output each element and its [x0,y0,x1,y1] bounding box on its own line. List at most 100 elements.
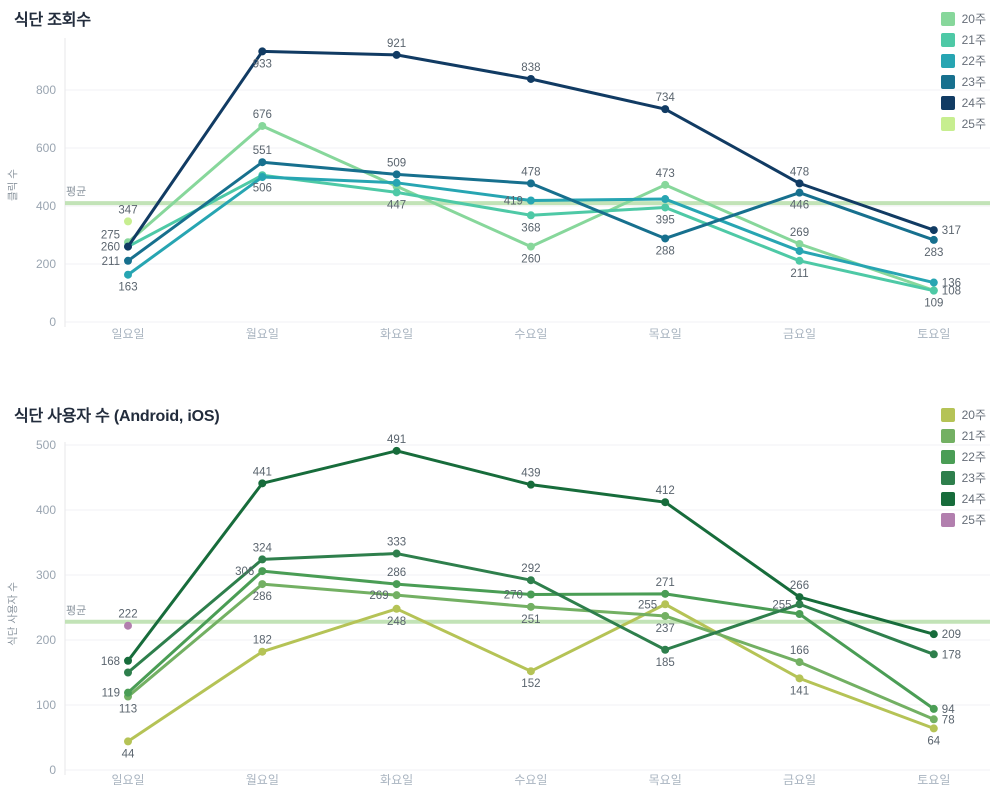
data-point-24주[interactable] [124,242,132,251]
data-point-23주[interactable] [661,645,670,654]
data-point-23주[interactable] [392,549,401,558]
data-point-23주[interactable] [258,555,267,564]
data-point-24주[interactable] [929,226,938,235]
data-point-25주[interactable] [124,217,132,226]
data-point-24주[interactable] [124,656,132,665]
data-point-20주[interactable] [392,604,401,613]
data-point-23주[interactable] [661,234,670,243]
data-point-22주[interactable] [258,173,267,181]
data-point-21주[interactable] [526,602,535,611]
data-label: 447 [387,199,406,211]
x-tick-label: 화요일 [380,773,413,787]
data-point-20주[interactable] [526,667,535,676]
data-point-23주[interactable] [929,235,938,244]
data-point-24주[interactable] [929,630,938,639]
data-point-23주[interactable] [526,179,535,188]
data-point-23주[interactable] [258,158,267,167]
data-point-21주[interactable] [795,256,804,265]
data-label: 260 [101,242,120,254]
data-point-22주[interactable] [392,580,401,589]
legend-item-25주[interactable]: 25주 [940,113,986,134]
legend-item-24주[interactable]: 24주 [940,92,986,113]
data-point-22주[interactable] [795,610,804,618]
data-point-22주[interactable] [526,196,535,205]
y-tick-label: 100 [36,698,56,712]
data-point-22주[interactable] [929,704,938,713]
data-point-24주[interactable] [661,105,670,114]
data-point-22주[interactable] [526,590,535,599]
data-point-22주[interactable] [124,688,132,697]
data-point-24주[interactable] [258,47,267,56]
data-label: 248 [387,616,406,628]
legend-swatch [940,116,955,131]
legend-item-22주[interactable]: 22주 [940,446,986,467]
data-point-23주[interactable] [795,188,804,197]
data-point-20주[interactable] [661,600,670,609]
legend-item-20주[interactable]: 20주 [940,8,986,29]
legend-label: 20주 [961,12,986,26]
data-point-21주[interactable] [795,658,804,667]
data-point-21주[interactable] [392,591,401,600]
data-point-20주[interactable] [929,724,938,733]
users-chart-section: 0 100 200 300 400 500 식단 사용자 수 일요일 월요일 화요일 수요일 목요일 금… [0,396,1000,800]
data-point-24주[interactable] [795,179,804,188]
legend-item-21주[interactable]: 21주 [940,425,986,446]
data-point-22주[interactable] [661,589,670,598]
data-point-23주[interactable] [929,650,938,659]
legend-item-25주[interactable]: 25주 [940,509,986,530]
data-label: 94 [942,704,955,716]
data-point-21주[interactable] [392,188,401,197]
data-point-20주[interactable] [795,239,804,248]
legend-item-23주[interactable]: 23주 [940,71,986,92]
data-point-24주[interactable] [661,498,670,507]
data-point-21주[interactable] [929,286,938,295]
data-point-21주[interactable] [258,580,267,589]
legend-swatch [940,428,955,443]
data-point-20주[interactable] [795,674,804,683]
series-line-20주 [126,124,936,292]
data-label: 324 [253,542,273,554]
data-point-23주[interactable] [124,256,132,265]
y-tick-label: 0 [49,763,56,777]
data-point-21주[interactable] [661,203,670,212]
data-label: 347 [118,204,137,216]
data-point-24주[interactable] [258,479,267,488]
legend-swatch [940,407,955,422]
legend-swatch [940,11,955,26]
data-point-20주[interactable] [526,242,535,251]
data-point-22주[interactable] [929,278,938,287]
data-point-25주[interactable] [124,621,132,630]
x-tick-label: 수요일 [514,327,547,341]
data-point-24주[interactable] [526,74,535,83]
data-point-24주[interactable] [526,480,535,489]
data-point-21주[interactable] [661,611,670,620]
data-point-23주[interactable] [392,170,401,179]
data-point-20주[interactable] [258,647,267,656]
data-point-22주[interactable] [258,567,267,576]
data-point-22주[interactable] [124,270,132,279]
legend-item-23주[interactable]: 23주 [940,467,986,488]
legend-item-24주[interactable]: 24주 [940,488,986,509]
legend-label: 22주 [961,54,986,68]
data-point-20주[interactable] [661,180,670,189]
data-point-20주[interactable] [124,737,132,746]
legend-swatch [940,95,955,110]
data-point-23주[interactable] [526,576,535,585]
legend-item-22주[interactable]: 22주 [940,50,986,71]
data-point-22주[interactable] [795,246,804,255]
data-point-21주[interactable] [929,715,938,724]
legend-item-20주[interactable]: 20주 [940,404,986,425]
data-label: 108 [942,286,961,298]
data-point-23주[interactable] [795,600,804,609]
data-point-22주[interactable] [392,178,401,187]
data-point-24주[interactable] [392,446,401,455]
legend-item-21주[interactable]: 21주 [940,29,986,50]
data-point-24주[interactable] [392,50,401,59]
data-point-20주[interactable] [258,121,267,130]
data-point-24주[interactable] [795,593,804,602]
x-tick-label: 토요일 [917,327,950,341]
data-point-23주[interactable] [124,668,132,677]
x-tick-label: 금요일 [783,327,816,341]
data-point-21주[interactable] [526,211,535,220]
data-point-22주[interactable] [661,195,670,204]
